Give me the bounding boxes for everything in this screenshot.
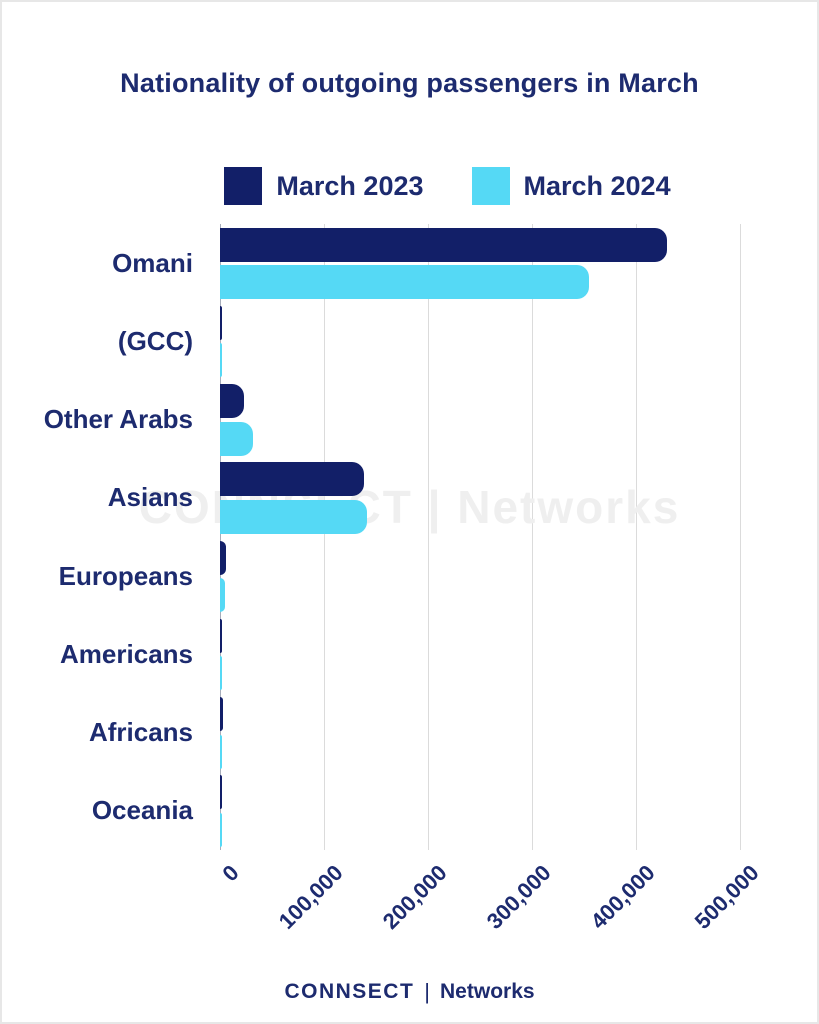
- category-label-omani: Omani: [112, 247, 193, 278]
- x-tick-label-100-000: 100,000: [273, 860, 348, 934]
- bar-asians-march-2023: [220, 462, 364, 497]
- x-tick-label-300-000: 300,000: [481, 860, 556, 934]
- bar-omani-march-2024: [220, 265, 590, 299]
- y-axis-line: [220, 224, 221, 850]
- bar-gcc-march-2023: [220, 305, 222, 340]
- gridline-500,000: [740, 224, 741, 850]
- gridline-400,000: [636, 224, 637, 850]
- bar-oceania-march-2023: [220, 775, 222, 810]
- legend-swatch-march-2024: [471, 167, 510, 205]
- bar-oceania-march-2024: [220, 812, 222, 847]
- category-label-americans: Americans: [60, 638, 193, 669]
- x-tick-label-400-000: 400,000: [585, 860, 660, 934]
- footer-brand: CONNSECT: [284, 980, 415, 1003]
- chart-title: Nationality of outgoing passengers in Ma…: [120, 68, 699, 98]
- bar-other-arabs-march-2024: [220, 421, 254, 456]
- x-tick-label-200-000: 200,000: [377, 860, 452, 934]
- gridline-300,000: [532, 224, 533, 850]
- category-label-gcc: (GCC): [117, 325, 193, 356]
- bar-asians-march-2024: [220, 499, 367, 534]
- x-tick-label-500-000: 500,000: [689, 860, 764, 934]
- footer-divider: |: [424, 979, 431, 1004]
- legend-label-march-2024: March 2024: [523, 170, 671, 201]
- category-label-asians: Asians: [107, 482, 193, 513]
- bar-omani-march-2023: [220, 227, 668, 262]
- legend-item-march-2024: March 2024: [471, 167, 671, 205]
- bar-americans-march-2023: [220, 618, 223, 653]
- gridline-200,000: [428, 224, 429, 850]
- x-tick-label-0: 0: [217, 860, 244, 887]
- bar-africans-march-2024: [220, 734, 222, 769]
- bar-other-arabs-march-2023: [220, 384, 244, 418]
- category-label-africans: Africans: [88, 717, 193, 748]
- bar-europeans-march-2023: [220, 540, 226, 575]
- category-label-europeans: Europeans: [58, 560, 193, 591]
- bar-americans-march-2024: [220, 656, 222, 691]
- footer-name: Networks: [440, 980, 535, 1003]
- footer-logo: CONNSECT | Networks: [2, 979, 817, 1005]
- bar-europeans-march-2024: [220, 578, 225, 612]
- legend-item-march-2023: March 2023: [224, 167, 424, 205]
- category-label-other-arabs: Other Arabs: [43, 404, 193, 435]
- gridline-100,000: [324, 224, 325, 850]
- legend-swatch-march-2023: [224, 167, 263, 205]
- category-label-oceania: Oceania: [91, 795, 193, 826]
- bar-africans-march-2023: [220, 697, 224, 731]
- bar-gcc-march-2024: [220, 343, 222, 378]
- legend: March 2023 March 2024: [40, 167, 817, 205]
- legend-label-march-2023: March 2023: [276, 170, 424, 201]
